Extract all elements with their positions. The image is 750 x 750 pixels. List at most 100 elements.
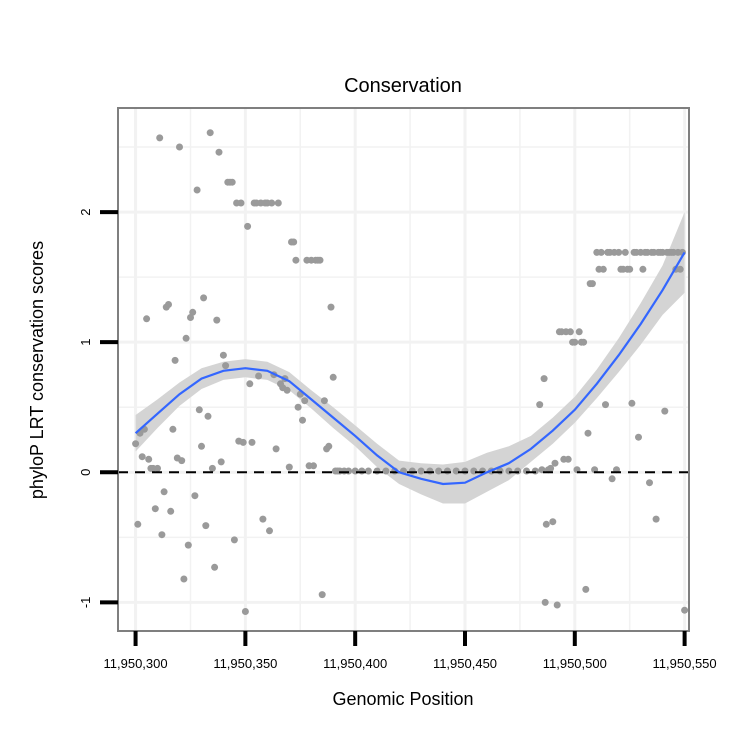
data-point [178, 457, 186, 465]
data-point [151, 505, 159, 513]
data-point [176, 143, 183, 151]
data-point [621, 248, 629, 256]
x-tick-label: 11,950,550 [653, 656, 717, 671]
data-point [646, 479, 653, 487]
data-point [681, 606, 689, 614]
data-point [202, 522, 210, 530]
data-point [382, 467, 390, 475]
data-point [206, 129, 214, 137]
data-point [294, 403, 302, 411]
data-point [208, 464, 216, 472]
data-point [244, 222, 252, 230]
data-point [292, 256, 300, 264]
chart-title: Conservation [344, 75, 462, 97]
data-point [358, 467, 366, 475]
data-point [285, 463, 293, 471]
data-point [237, 199, 245, 207]
data-point [182, 334, 190, 342]
data-point [661, 407, 669, 415]
data-point [639, 265, 647, 273]
data-point [373, 467, 381, 475]
data-point [217, 458, 225, 466]
data-point [435, 467, 443, 475]
confidence-band [135, 212, 685, 504]
data-point [241, 608, 249, 615]
data-point [143, 315, 151, 323]
data-point [169, 425, 177, 433]
data-point [327, 303, 335, 311]
data-point [134, 520, 142, 528]
x-axis-label: Genomic Position [332, 689, 473, 709]
data-point [222, 362, 230, 370]
data-point [239, 438, 247, 446]
data-point [248, 438, 256, 446]
data-point [531, 467, 539, 475]
data-point [274, 199, 282, 207]
data-point [255, 372, 263, 380]
data-point [676, 265, 684, 273]
data-point [290, 238, 298, 246]
data-point [408, 467, 416, 475]
data-point [272, 445, 280, 453]
data-point [180, 575, 188, 583]
data-point [584, 429, 592, 437]
data-point [345, 467, 353, 475]
data-point [158, 531, 166, 539]
data-point [599, 265, 607, 273]
data-point [523, 467, 530, 475]
data-point [228, 178, 236, 186]
data-point [215, 148, 223, 156]
plot-panel [117, 107, 690, 632]
y-tick-label: -1 [78, 597, 93, 609]
data-point [541, 598, 549, 606]
data-point [230, 536, 238, 544]
data-point [536, 401, 544, 409]
x-tick-label: 11,950,500 [543, 656, 607, 671]
data-point [329, 373, 337, 381]
x-tick-label: 11,950,350 [213, 656, 277, 671]
y-tick-label: 2 [78, 208, 93, 215]
data-point [461, 467, 469, 475]
data-point [608, 475, 616, 483]
data-point [549, 518, 557, 526]
data-point [154, 464, 161, 472]
data-point [553, 601, 561, 609]
data-point [443, 467, 451, 475]
data-point [198, 442, 205, 450]
data-point [514, 467, 522, 475]
data-point [301, 397, 309, 405]
data-point [571, 338, 579, 346]
data-point [364, 467, 372, 475]
y-tick-label: 0 [78, 469, 93, 476]
data-point [145, 455, 153, 463]
data-point [211, 563, 219, 571]
data-point [564, 455, 572, 463]
data-points [132, 129, 689, 615]
data-point [316, 256, 324, 264]
x-tick-label: 11,950,300 [104, 656, 168, 671]
data-point [417, 467, 425, 475]
data-point [351, 467, 359, 475]
data-point [246, 380, 254, 388]
data-point [193, 186, 201, 194]
data-point [580, 338, 588, 346]
data-point [566, 328, 574, 336]
data-point [597, 248, 605, 256]
data-point [283, 386, 291, 394]
data-point [628, 399, 636, 407]
smooth-line [134, 251, 686, 486]
data-point [184, 541, 192, 549]
data-point [171, 356, 179, 364]
data-point [160, 488, 168, 496]
data-point [505, 467, 513, 475]
data-point [626, 265, 634, 273]
data-point [547, 464, 555, 472]
data-point [259, 515, 267, 523]
data-point [582, 585, 590, 593]
data-point [540, 375, 548, 383]
data-point [200, 294, 208, 302]
data-point [132, 440, 140, 448]
data-point [138, 453, 146, 461]
data-point [470, 467, 478, 475]
